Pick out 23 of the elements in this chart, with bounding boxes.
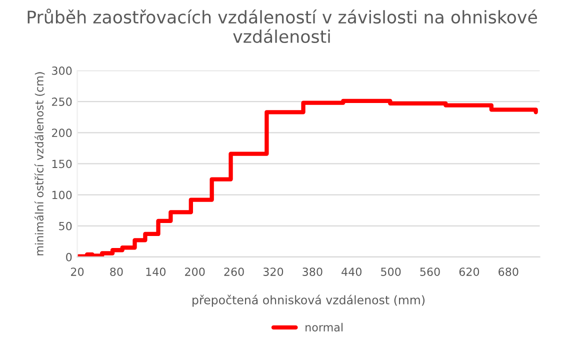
x-tick-label: 560 [420,268,440,276]
x-axis-title: přepočtená ohnisková vzdálenost (mm) [192,294,425,307]
y-tick-label: 150 [52,160,72,168]
x-tick-label: 680 [498,268,518,276]
x-tick-label: 500 [381,268,401,276]
x-tick-label: 620 [459,268,480,276]
y-axis-title: minimální ostřící vzdálenost (cm) [34,72,45,256]
y-tick-label: 0 [66,252,72,262]
x-tick-label: 200 [185,268,205,276]
y-tick-label: 200 [52,128,72,138]
x-tick-label: 260 [224,268,244,276]
x-tick-label: 320 [263,268,284,276]
x-tick-label: 20 [71,268,84,276]
x-tick-label: 80 [110,268,123,276]
y-tick-label: 250 [52,98,72,106]
x-tick-label: 140 [146,268,166,276]
y-tick-label: 50 [59,222,72,230]
chart-title: Průběh zaostřovacích vzdáleností v závislosti na ohniskové vzdálenosti [28,8,537,44]
x-tick-label: 440 [342,268,362,276]
y-tick-label: 300 [52,66,72,75]
x-tick-label: 380 [302,268,322,276]
y-tick-label: 100 [52,190,72,200]
legend-label: normal [306,322,342,332]
